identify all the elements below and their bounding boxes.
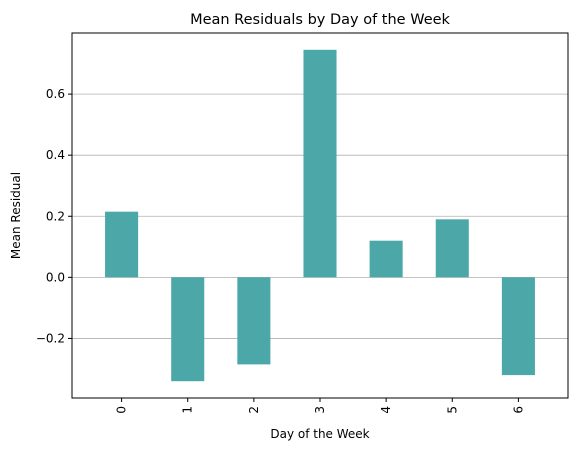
y-tick-label: 0.4 bbox=[46, 148, 65, 162]
y-tick-label: 0.2 bbox=[46, 209, 65, 223]
x-tick-label: 6 bbox=[511, 406, 525, 414]
y-tick-label: 0.6 bbox=[46, 87, 65, 101]
bars bbox=[105, 49, 535, 382]
bar-day-5 bbox=[435, 219, 469, 278]
y-tick-label: −0.2 bbox=[36, 331, 65, 345]
x-tick-label: 5 bbox=[445, 406, 459, 414]
x-tick-label: 3 bbox=[313, 406, 327, 414]
bar-day-3 bbox=[303, 49, 337, 278]
x-tick-label: 1 bbox=[181, 406, 195, 414]
x-axis-title: Day of the Week bbox=[270, 427, 369, 441]
bar-day-6 bbox=[501, 277, 535, 376]
x-tick-label: 4 bbox=[379, 406, 393, 414]
y-axis: −0.2 0.0 0.2 0.4 0.6 bbox=[36, 87, 72, 345]
chart-title: Mean Residuals by Day of the Week bbox=[190, 12, 450, 28]
x-tick-label: 0 bbox=[115, 406, 129, 414]
bar-day-2 bbox=[237, 277, 271, 365]
y-axis-title: Mean Residual bbox=[9, 172, 23, 259]
bar-day-1 bbox=[171, 277, 205, 382]
bar-day-4 bbox=[369, 240, 403, 278]
plot-frame bbox=[71, 32, 569, 399]
x-axis: 0 1 2 3 4 5 6 bbox=[115, 398, 525, 414]
y-tick-label: 0.0 bbox=[46, 270, 65, 284]
x-tick-label: 2 bbox=[247, 406, 261, 414]
bar-day-0 bbox=[105, 211, 139, 278]
